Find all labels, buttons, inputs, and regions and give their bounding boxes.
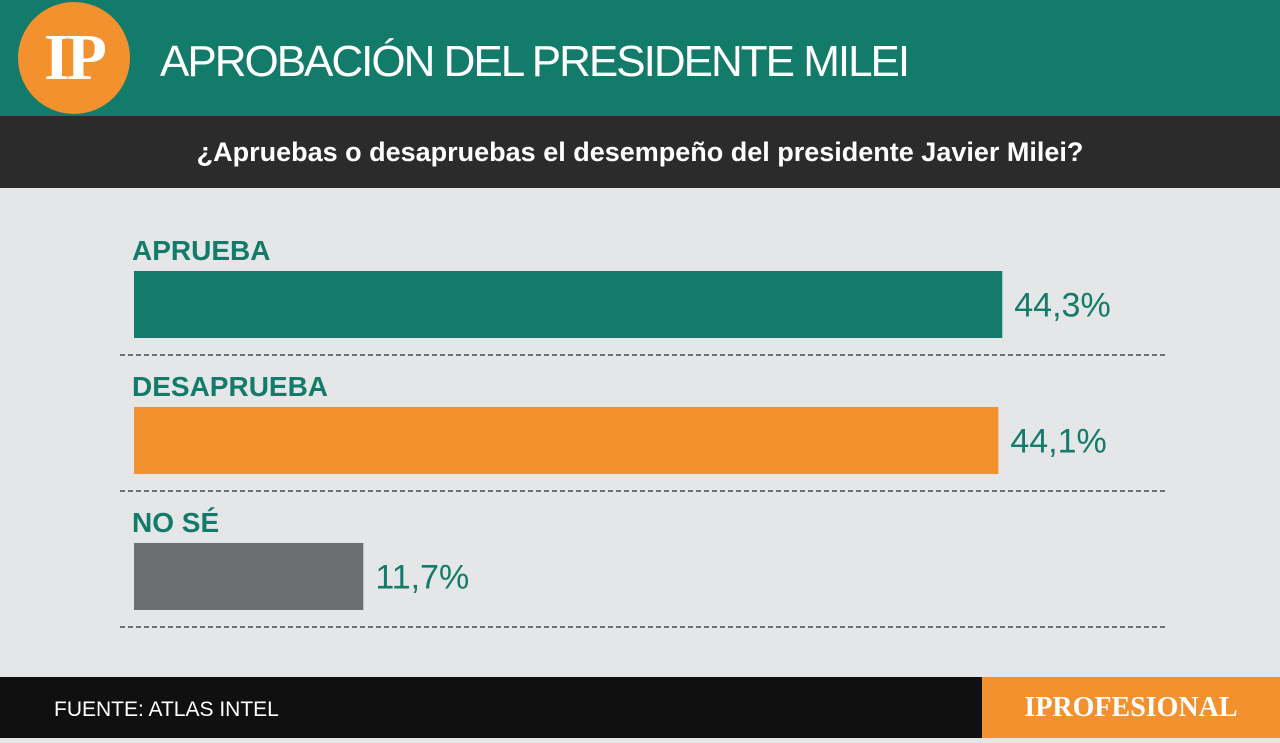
bar (134, 271, 1003, 338)
value-label: 44,3% (1014, 287, 1110, 325)
ip-logo: IP (18, 2, 130, 114)
category-label: NO SÉ (132, 507, 219, 538)
bar (134, 407, 999, 474)
category-label: DESAPRUEBA (132, 371, 328, 402)
brand-logo: IPROFESIONAL (1024, 692, 1238, 723)
survey-question: ¿Apruebas o desapruebas el desempeño del… (196, 137, 1084, 167)
question-bar: ¿Apruebas o desapruebas el desempeño del… (0, 116, 1280, 188)
bar (134, 543, 364, 610)
footer-bar: FUENTE: ATLAS INTEL IPROFESIONAL (0, 677, 1280, 738)
logo-text: IP (44, 21, 107, 94)
approval-bar-chart: APRUEBA 44,3% DESAPRUEBA 44,1% NO SÉ 11,7% (120, 235, 1165, 628)
value-label: 44,1% (1010, 423, 1106, 461)
value-label: 11,7% (375, 559, 469, 597)
header-bar: IP APROBACIÓN DEL PRESIDENTE MILEI (0, 0, 1280, 116)
source-label: FUENTE: ATLAS INTEL (54, 698, 279, 721)
page-title: APROBACIÓN DEL PRESIDENTE MILEI (160, 37, 910, 86)
category-label: APRUEBA (132, 235, 270, 266)
brand-box: IPROFESIONAL (982, 677, 1280, 738)
